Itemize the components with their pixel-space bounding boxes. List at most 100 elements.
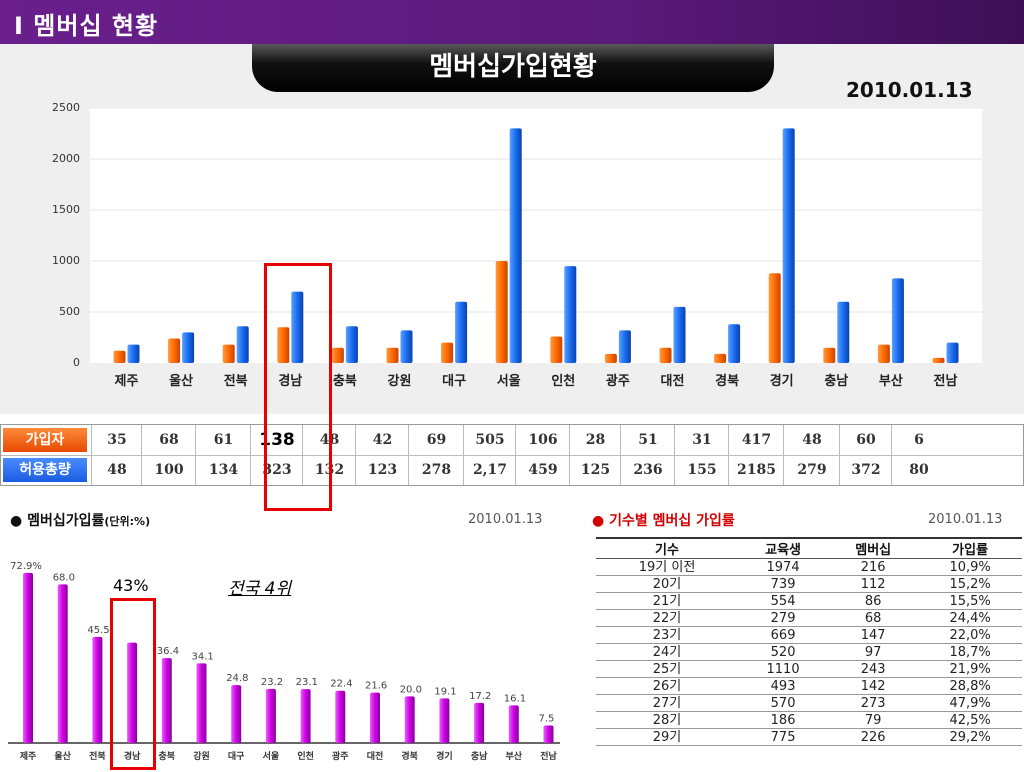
rank-annotation: 전국 4위	[228, 579, 292, 599]
table-cell: 26기	[596, 677, 739, 695]
table-cell: 22기	[596, 609, 739, 627]
table-cell: 739	[738, 575, 829, 593]
generation-table-title-text: 기수별 멤버십 가입률	[609, 513, 735, 529]
bar-capacity	[673, 306, 686, 363]
data-label: 23.1	[296, 677, 318, 688]
table-cell: 48	[783, 425, 840, 455]
table-row: 27기 570 273 47,9%	[596, 694, 1022, 712]
col-header: 가입률	[918, 537, 1022, 559]
table-cell: 125	[569, 455, 621, 485]
table-cell: 22,0%	[918, 626, 1022, 644]
table-cell: 243	[828, 660, 919, 678]
bar-rate	[508, 705, 519, 743]
table-cell: 24,4%	[918, 609, 1022, 627]
bar-rate	[543, 725, 554, 743]
highlight-box-gyeongnam-rate	[110, 598, 156, 770]
table-cell: 186	[738, 711, 829, 729]
bar-capacity	[236, 326, 249, 363]
table-cell: 35	[91, 425, 142, 455]
table-cell: 86	[828, 592, 919, 610]
data-label: 20.0	[400, 684, 422, 695]
bar-capacity	[345, 326, 358, 363]
table-cell: 97	[828, 643, 919, 661]
table-cell: 19기 이전	[596, 558, 739, 576]
bar-rate	[231, 685, 242, 743]
bar-members	[768, 273, 781, 363]
table-cell: 20기	[596, 575, 739, 593]
bar-rate	[196, 663, 207, 743]
bar-members	[495, 261, 508, 363]
table-row: 29기 775 226 29,2%	[596, 728, 1022, 746]
generation-table: 기수 교육생 멤버십 가입률 19기 이전 1974 216 10,9% 20기 739 1…	[596, 537, 1022, 746]
table-cell: 372	[839, 455, 892, 485]
y-axis: 0 500 1000 1500 2000 2500	[40, 0, 90, 400]
table-cell: 61	[195, 425, 251, 455]
table-cell: 15,2%	[918, 575, 1022, 593]
col-header: 교육생	[738, 537, 829, 559]
y-tick-label: 0	[73, 356, 80, 369]
table-cell: 80	[891, 455, 946, 485]
bar-members	[441, 342, 454, 363]
table-cell: 6	[891, 425, 946, 455]
data-label: 7.5	[539, 714, 555, 725]
x-tick-label: 전북	[89, 750, 106, 762]
bar-rate	[404, 696, 415, 743]
bar-rate	[370, 692, 380, 743]
bar-members	[113, 350, 126, 363]
table-cell: 323	[250, 455, 303, 485]
table-cell: 25기	[596, 660, 739, 678]
x-tick-label: 충북	[159, 750, 176, 762]
table-header-row: 기수 교육생 멤버십 가입률	[596, 537, 1022, 559]
bar-rate	[439, 698, 450, 743]
highlight-percent: 43%	[113, 576, 149, 595]
rate-chart-title-text: 멤버십가입률	[27, 513, 105, 529]
bullet-icon: ●	[10, 513, 23, 529]
rate-chart-title: ● 멤버십가입률(단위:%)	[10, 510, 150, 530]
bar-members	[331, 347, 344, 363]
bar-members	[877, 344, 890, 363]
table-cell: 60	[839, 425, 892, 455]
page-title: I 멤버십 현황	[14, 12, 159, 40]
membership-bar-chart	[90, 107, 982, 363]
bar-capacity	[127, 344, 140, 363]
x-tick-label: 광주	[332, 750, 349, 762]
table-cell: 417	[728, 425, 784, 455]
rate-bar-chart: 72.9% 제주 68.0 울산 45.5 전북 경남 36.4 충북 34.1 강원 24.8 대구 2…	[8, 561, 560, 762]
bar-capacity	[946, 342, 959, 363]
table-cell: 42,5%	[918, 711, 1022, 729]
plot-area	[90, 107, 982, 363]
bar-rate	[92, 636, 103, 743]
rate-chart: 72.9% 제주 68.0 울산 45.5 전북 경남 36.4 충북 34.1 강원 24.8 대구 2…	[0, 540, 580, 768]
table-cell: 138	[250, 425, 303, 455]
data-label: 24.8	[226, 673, 248, 684]
data-label: 22.4	[330, 679, 352, 690]
table-cell: 279	[738, 609, 829, 627]
x-tick-label: 경북	[401, 750, 418, 762]
table-cell: 21,9%	[918, 660, 1022, 678]
table-cell: 68	[828, 609, 919, 627]
y-tick-label: 1000	[52, 254, 80, 267]
bar-rate	[127, 642, 138, 743]
x-tick-label: 울산	[54, 750, 71, 762]
table-cell: 134	[195, 455, 251, 485]
x-tick-label: 전북	[223, 374, 248, 389]
table-cell: 226	[828, 728, 919, 746]
x-tick-label: 강원	[387, 374, 412, 389]
table-row: 26기 493 142 28,8%	[596, 677, 1022, 695]
bar-members	[659, 347, 672, 363]
x-tick-label: 울산	[169, 374, 194, 389]
x-tick-label: 부산	[878, 374, 903, 389]
table-cell: 147	[828, 626, 919, 644]
table-row: 허용총량 48 100 134 323 132 123 278 2,17 459 125 236 15…	[1, 455, 1023, 485]
data-label: 23.2	[261, 677, 283, 688]
rate-chart-date: 2010.01.13	[468, 512, 543, 527]
table-row: 24기 520 97 18,7%	[596, 643, 1022, 661]
x-tick-label: 경기	[436, 750, 453, 762]
x-tick-label: 대전	[660, 374, 685, 389]
table-cell: 554	[738, 592, 829, 610]
x-tick-label: 충남	[471, 750, 488, 762]
table-cell: 10,9%	[918, 558, 1022, 576]
x-tick-label: 전남	[540, 750, 557, 762]
bar-members	[386, 347, 399, 363]
y-tick-label: 2500	[52, 101, 80, 114]
